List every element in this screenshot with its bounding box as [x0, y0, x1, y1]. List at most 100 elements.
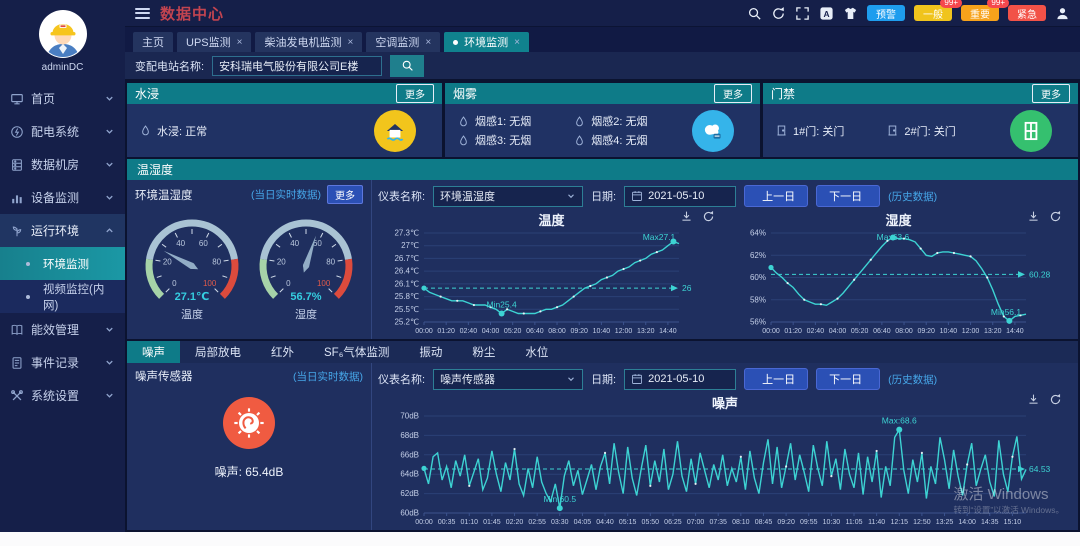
svg-text:08:45: 08:45: [755, 519, 773, 526]
noise-history-link[interactable]: (历史数据): [888, 372, 937, 387]
more-button[interactable]: 更多: [714, 84, 752, 103]
noise-date-picker[interactable]: 2021-05-10: [624, 369, 736, 390]
sidebar-item-home[interactable]: 首页: [0, 82, 125, 115]
translate-icon[interactable]: A: [819, 6, 834, 21]
fullscreen-icon[interactable]: [795, 6, 810, 21]
door-small-icon: [775, 124, 788, 137]
station-name-input[interactable]: [212, 56, 382, 76]
svg-text:12:15: 12:15: [890, 519, 908, 526]
more-button[interactable]: 更多: [327, 185, 363, 204]
svg-text:20: 20: [277, 258, 286, 267]
close-icon[interactable]: ×: [425, 37, 431, 48]
search-icon[interactable]: [747, 6, 762, 21]
close-icon[interactable]: ×: [237, 37, 243, 48]
svg-text:00:35: 00:35: [438, 519, 456, 526]
workspace-tab-环境监测[interactable]: 环境监测×: [444, 32, 529, 52]
svg-text:27.3℃: 27.3℃: [394, 229, 419, 238]
sidebar-item-environment[interactable]: 运行环境: [0, 214, 125, 247]
noise-meter-select[interactable]: 噪声传感器: [433, 369, 583, 390]
temp-humidity-next-day-button[interactable]: 下一日: [816, 185, 880, 207]
svg-text:40: 40: [176, 239, 185, 248]
droplet-icon: [457, 115, 470, 128]
svg-text:10:30: 10:30: [823, 519, 841, 526]
home-icon: [10, 92, 24, 106]
card-header: 烟雾更多: [445, 83, 760, 104]
sensor-tab-局部放电[interactable]: 局部放电: [180, 341, 256, 363]
close-icon[interactable]: ×: [347, 37, 353, 48]
close-icon[interactable]: ×: [514, 37, 520, 48]
sidebar-item-power-distribution[interactable]: 配电系统: [0, 115, 125, 148]
sidebar-item-label: 数据机房: [31, 156, 97, 173]
refresh-icon[interactable]: [702, 210, 715, 223]
svg-text:27.1℃: 27.1℃: [175, 291, 210, 303]
refresh-icon[interactable]: [1049, 393, 1062, 406]
download-icon[interactable]: [1027, 210, 1040, 223]
sidebar-subitem-env-monitor[interactable]: 环境监测: [0, 247, 125, 280]
door-icon: [1010, 110, 1052, 152]
svg-text:12:00: 12:00: [615, 328, 633, 335]
svg-text:64.53: 64.53: [1029, 464, 1051, 474]
chevron-down-icon: [566, 191, 576, 201]
tab-label: UPS监测: [186, 34, 231, 50]
sidebar-item-device-monitor[interactable]: 设备监测: [0, 181, 125, 214]
svg-text:26.4℃: 26.4℃: [394, 267, 419, 276]
theme-icon[interactable]: [843, 6, 858, 21]
sidebar-item-data-room[interactable]: 数据机房: [0, 148, 125, 181]
alarm-button-一般[interactable]: 一般99+: [914, 5, 952, 21]
workspace-tab-空调监测[interactable]: 空调监测×: [366, 32, 440, 52]
button-label: 下一日: [829, 188, 862, 204]
alarm-button-重要[interactable]: 重要99+: [961, 5, 999, 21]
temp-humidity-date-picker[interactable]: 2021-05-10: [624, 186, 736, 207]
gauges: 02040608010027.1℃温度02040608010056.7%湿度: [135, 210, 363, 322]
flood-icon: [374, 110, 416, 152]
svg-text:05:20: 05:20: [504, 328, 522, 335]
noise-next-day-button[interactable]: 下一日: [816, 368, 880, 390]
card-body: 水浸: 正常: [127, 104, 442, 157]
alarm-button-紧急[interactable]: 紧急: [1008, 5, 1046, 21]
svg-text:Max27.1: Max27.1: [643, 232, 676, 242]
sidebar-item-label: 运行环境: [31, 222, 97, 239]
chart-title: 温度: [378, 210, 725, 226]
workspace-tab-主页[interactable]: 主页: [133, 32, 173, 52]
download-icon[interactable]: [1027, 393, 1040, 406]
svg-text:Max:68.6: Max:68.6: [882, 416, 917, 426]
sensor-tab-噪声[interactable]: 噪声: [127, 341, 180, 363]
sensor-tab-粉尘[interactable]: 粉尘: [457, 341, 510, 363]
sidebar-item-settings[interactable]: 系统设置: [0, 379, 125, 412]
sidebar-item-energy[interactable]: 能效管理: [0, 313, 125, 346]
noise-prev-day-button[interactable]: 上一日: [744, 368, 808, 390]
svg-text:07:00: 07:00: [687, 519, 705, 526]
humidity-chart: 湿度64%62%60%58%56%00:0001:2002:4004:0005:…: [725, 210, 1072, 337]
more-button[interactable]: 更多: [1032, 84, 1070, 103]
download-icon[interactable]: [680, 210, 693, 223]
temp-humidity-prev-day-button[interactable]: 上一日: [744, 185, 808, 207]
more-button[interactable]: 更多: [396, 84, 434, 103]
svg-text:Max63.6: Max63.6: [877, 232, 910, 242]
sidebar-item-label: 能效管理: [31, 321, 97, 338]
search-button[interactable]: [390, 55, 424, 77]
svg-text:0: 0: [172, 279, 177, 288]
refresh-icon[interactable]: [1049, 210, 1062, 223]
refresh-icon[interactable]: [771, 6, 786, 21]
temp-humidity-history-link[interactable]: (历史数据): [888, 189, 937, 204]
svg-text:14:40: 14:40: [1006, 328, 1024, 335]
chevron-up-icon: [104, 225, 115, 236]
sensor-tab-红外[interactable]: 红外: [256, 341, 309, 363]
chevron-down-icon: [104, 390, 115, 401]
droplet-icon: [573, 115, 586, 128]
workspace-tab-UPS监测[interactable]: UPS监测 ×: [177, 32, 251, 52]
alarm-button-预警[interactable]: 预警: [867, 5, 905, 21]
sidebar-subitem-video-monitor[interactable]: 视频监控(内网): [0, 280, 125, 313]
sidebar-item-events[interactable]: 事件记录: [0, 346, 125, 379]
temp-humidity-meter-select[interactable]: 环境温湿度: [433, 186, 583, 207]
svg-text:40: 40: [290, 239, 299, 248]
menu-toggle-icon[interactable]: [135, 8, 150, 19]
sensor-tab-水位[interactable]: 水位: [510, 341, 563, 363]
alarm-badge: 99+: [987, 0, 1009, 8]
svg-text:05:15: 05:15: [619, 519, 637, 526]
user-icon[interactable]: [1055, 6, 1070, 21]
workspace-tab-柴油发电机监测[interactable]: 柴油发电机监测×: [255, 32, 362, 52]
svg-text:02:40: 02:40: [807, 328, 825, 335]
sensor-tab-振动[interactable]: 振动: [404, 341, 457, 363]
sensor-tab-SF₆气体监测[interactable]: SF₆气体监测: [309, 341, 404, 363]
